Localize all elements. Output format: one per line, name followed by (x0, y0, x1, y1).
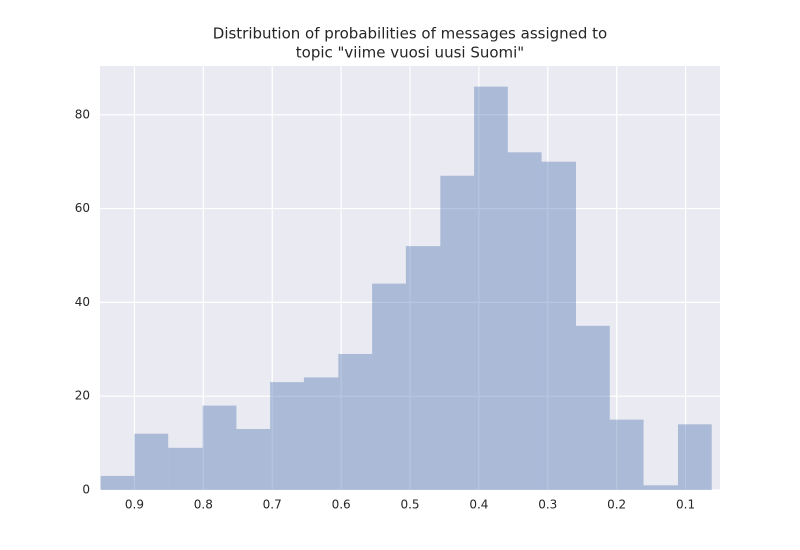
x-tick-label: 0.7 (263, 498, 282, 512)
bar (474, 86, 508, 490)
bar (168, 447, 203, 490)
x-tick-label: 0.3 (538, 498, 557, 512)
x-tick-label: 0.1 (676, 498, 695, 512)
bar (134, 433, 169, 490)
x-tick-label: 0.4 (469, 498, 488, 512)
bar (405, 246, 441, 490)
x-tick-label: 0.5 (400, 498, 419, 512)
bar (372, 283, 406, 490)
bar (100, 475, 135, 490)
y-tick-label: 20 (75, 389, 90, 403)
x-tick-label: 0.6 (332, 498, 351, 512)
y-tick-label: 0 (82, 483, 90, 497)
chart-title: Distribution of probabilities of message… (213, 25, 607, 43)
bar (643, 485, 678, 490)
bar (303, 377, 339, 490)
bar (202, 405, 237, 490)
bar (270, 382, 304, 490)
bar (677, 424, 712, 490)
x-tick-label: 0.8 (194, 498, 213, 512)
chart-title: topic "viime vuosi uusi Suomi" (296, 44, 524, 62)
bar (236, 429, 271, 490)
bar (338, 353, 373, 490)
y-tick-label: 80 (75, 107, 90, 121)
x-tick-label: 0.9 (125, 498, 144, 512)
bar (541, 161, 577, 491)
y-tick-label: 40 (75, 295, 90, 309)
y-tick-label: 60 (75, 201, 90, 215)
bar (507, 152, 542, 490)
x-tick-label: 0.2 (607, 498, 626, 512)
bar (440, 175, 475, 491)
bar (576, 325, 610, 490)
bar (609, 419, 644, 490)
